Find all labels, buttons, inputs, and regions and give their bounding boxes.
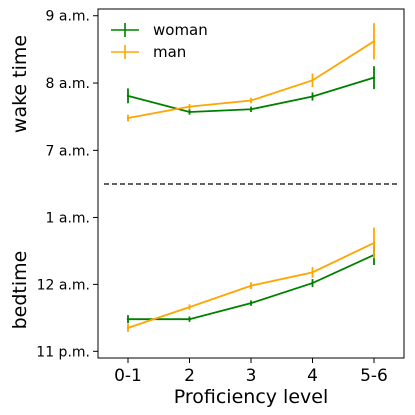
data-point bbox=[249, 301, 253, 305]
series-man-panel-1 bbox=[126, 23, 376, 122]
data-point bbox=[188, 305, 191, 309]
data-point bbox=[126, 317, 130, 321]
data-point bbox=[188, 317, 191, 321]
data-point bbox=[188, 110, 191, 114]
y-axis-label-wake-time: wake time bbox=[9, 35, 31, 133]
data-point bbox=[249, 99, 253, 102]
data-point bbox=[249, 108, 253, 111]
x-axis-label: Proficiency level bbox=[174, 386, 328, 408]
data-point bbox=[311, 271, 314, 274]
series-man-panel-2 bbox=[126, 227, 376, 332]
legend-man-label: man bbox=[153, 43, 186, 61]
data-point bbox=[126, 326, 130, 330]
data-point bbox=[126, 94, 130, 98]
y-tick-label: 9 a.m. bbox=[46, 9, 90, 25]
x-tick-label: 3 bbox=[246, 366, 257, 386]
data-point bbox=[372, 241, 376, 245]
x-tick-label: 4 bbox=[307, 366, 318, 386]
data-point bbox=[188, 105, 191, 108]
series-layer bbox=[126, 23, 376, 332]
series-woman-panel-1 bbox=[126, 66, 376, 115]
y-tick-label: 8 a.m. bbox=[46, 76, 90, 92]
legend: woman man bbox=[111, 21, 208, 61]
data-point bbox=[311, 79, 314, 82]
axis-ticks-layer: 0-1 2 3 4 5-6 7 a.m. 8 a.m. 9 a.m. 11 p.m. 12 a.m… bbox=[36, 9, 388, 386]
legend-woman-label: woman bbox=[153, 21, 208, 39]
data-point bbox=[249, 284, 253, 287]
y-tick-label: 1 a.m. bbox=[46, 210, 90, 226]
data-point bbox=[372, 40, 376, 43]
data-point bbox=[311, 95, 314, 98]
x-tick-label: 2 bbox=[184, 366, 195, 386]
y-tick-label: 12 a.m. bbox=[37, 277, 90, 293]
data-point bbox=[311, 281, 314, 285]
x-tick-label: 0-1 bbox=[114, 366, 142, 386]
y-tick-label: 11 p.m. bbox=[36, 344, 90, 360]
data-point bbox=[372, 76, 376, 79]
data-point bbox=[126, 116, 130, 120]
y-axis-label-bedtime: bedtime bbox=[9, 251, 31, 330]
y-tick-label: 7 a.m. bbox=[46, 143, 90, 159]
x-tick-label: 5-6 bbox=[360, 366, 388, 386]
